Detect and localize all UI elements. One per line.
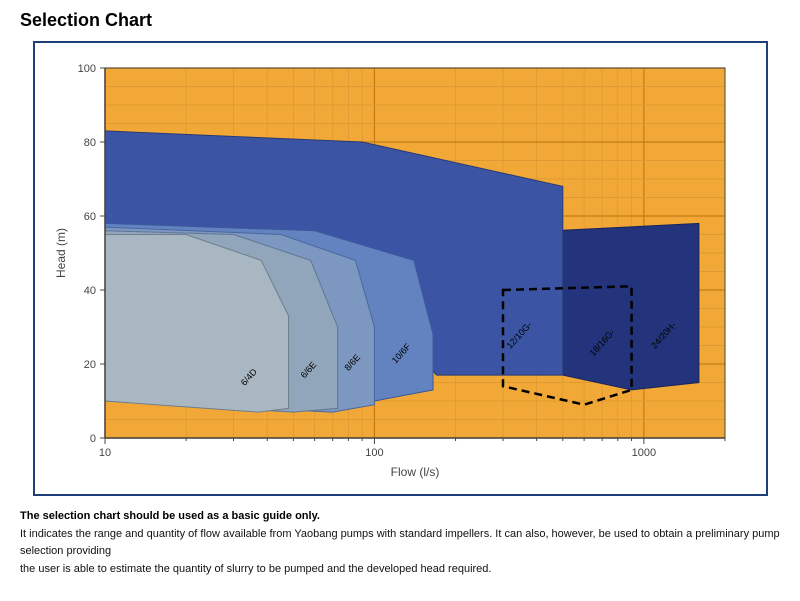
x-tick-label: 100 bbox=[365, 447, 383, 459]
y-tick-label: 0 bbox=[89, 433, 95, 445]
caption-line-1: It indicates the range and quantity of f… bbox=[20, 526, 780, 559]
x-tick-label: 1000 bbox=[631, 447, 655, 459]
series-6/4D bbox=[105, 235, 289, 413]
page-title: Selection Chart bbox=[20, 10, 780, 31]
x-axis-label: Flow (l/s) bbox=[390, 465, 439, 479]
y-axis-label: Head (m) bbox=[54, 228, 68, 278]
selection-chart: 6/4D6/6E8/6E10/6F12/10G-18/16G-24/20H-02… bbox=[45, 53, 745, 483]
selection-chart-frame: 6/4D6/6E8/6E10/6F12/10G-18/16G-24/20H-02… bbox=[33, 41, 768, 496]
x-tick-label: 10 bbox=[98, 447, 110, 459]
series-24/20H bbox=[553, 223, 699, 390]
y-tick-label: 80 bbox=[83, 137, 95, 149]
y-tick-label: 40 bbox=[83, 285, 95, 297]
caption-bold: The selection chart should be used as a … bbox=[20, 510, 780, 522]
y-tick-label: 20 bbox=[83, 359, 95, 371]
caption-line-2: the user is able to estimate the quantit… bbox=[20, 561, 780, 578]
y-tick-label: 100 bbox=[77, 63, 95, 75]
y-tick-label: 60 bbox=[83, 211, 95, 223]
